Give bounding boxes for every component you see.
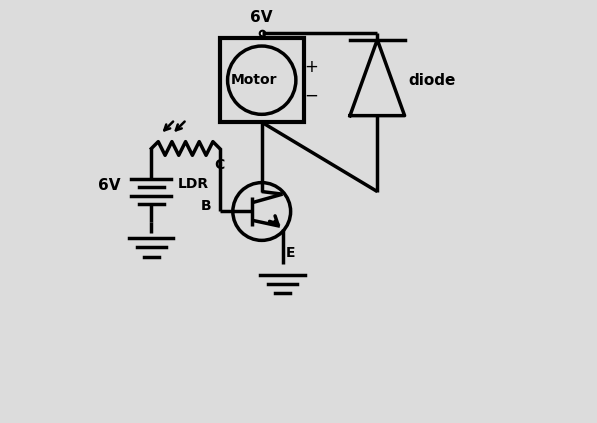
Text: −: − — [304, 87, 318, 105]
Text: Motor: Motor — [230, 73, 277, 87]
Text: +: + — [304, 58, 318, 76]
Text: 6V: 6V — [251, 10, 273, 25]
Text: diode: diode — [409, 73, 456, 88]
Text: 6V: 6V — [98, 178, 121, 193]
Text: LDR: LDR — [178, 177, 209, 191]
Bar — [220, 38, 304, 122]
Text: B: B — [201, 199, 212, 213]
Text: C: C — [215, 158, 225, 172]
Text: E: E — [285, 246, 295, 260]
